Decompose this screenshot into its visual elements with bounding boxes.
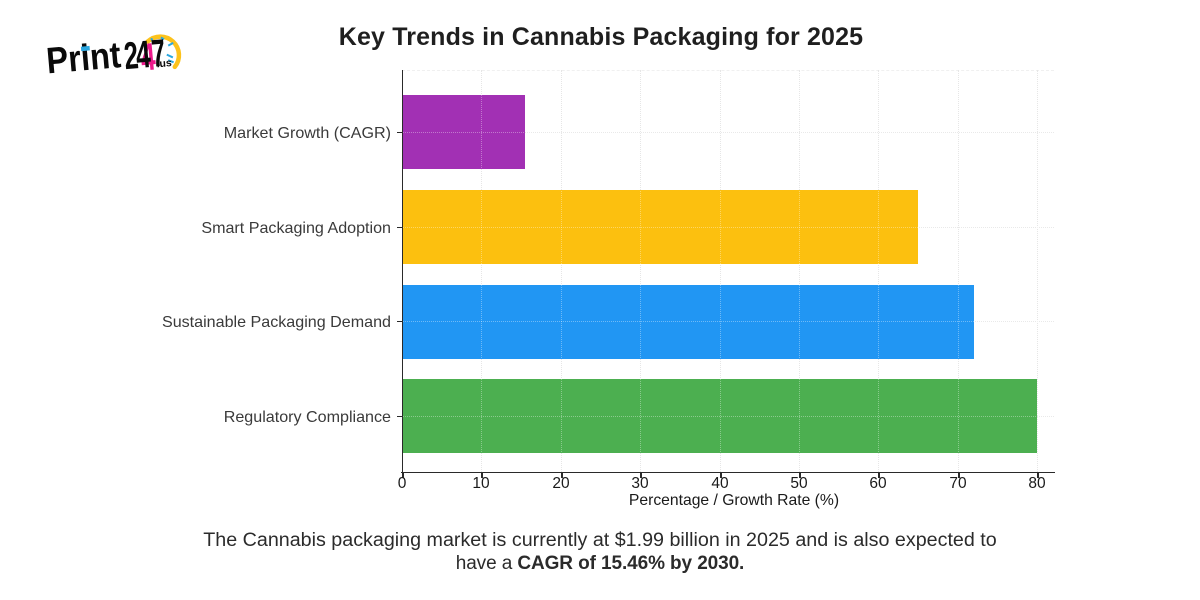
svg-text:2: 2 xyxy=(122,33,140,78)
svg-text:7: 7 xyxy=(150,31,167,75)
svg-text:.us: .us xyxy=(156,57,172,70)
svg-text:4: 4 xyxy=(134,32,153,76)
svg-text:4: 4 xyxy=(139,34,158,78)
svg-text:Print: Print xyxy=(45,34,123,82)
